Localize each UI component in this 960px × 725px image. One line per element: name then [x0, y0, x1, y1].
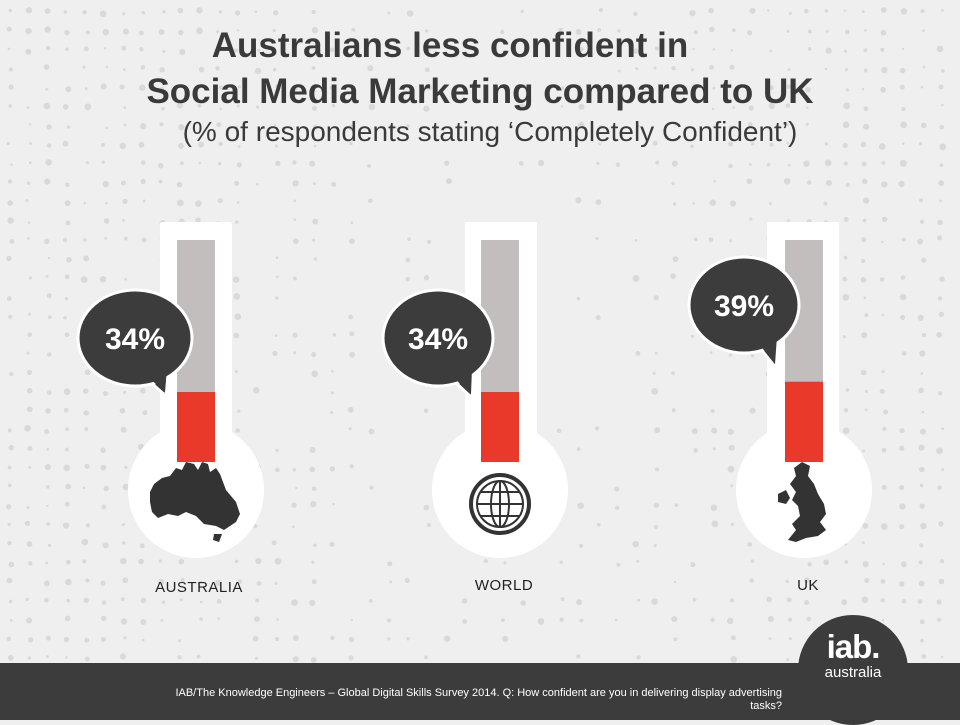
title-line-1: Australians less confident in: [211, 26, 689, 65]
value-label: 34%: [408, 323, 468, 356]
category-label: AUSTRALIA: [155, 579, 243, 596]
thermometer-australia: 34% AUSTRALIA: [76, 222, 264, 596]
category-label: UK: [797, 577, 819, 594]
bar-australia: [177, 392, 215, 462]
uk-map-icon: [778, 462, 826, 542]
subtitle: (% of respondents stating ‘Completely Co…: [182, 116, 798, 147]
iab-australia-logo: iab. australia: [798, 615, 908, 725]
bar-uk: [785, 381, 823, 462]
australia-map-icon: [150, 462, 240, 542]
value-label: 34%: [105, 323, 165, 356]
globe-icon: [469, 473, 531, 535]
bar-world: [481, 392, 519, 462]
logo-sub-text: australia: [824, 664, 882, 681]
value-label: 39%: [714, 290, 774, 323]
thermometer-uk: 39% UK: [687, 222, 872, 594]
speech-bubble: [76, 288, 194, 388]
category-label: WORLD: [475, 577, 533, 594]
speech-bubble: [381, 288, 495, 388]
logo-main-text: iab.: [826, 628, 881, 665]
thermometer-world: 34% WORLD: [381, 222, 568, 594]
speech-bubble: [687, 255, 801, 355]
source-note: IAB/The Knowledge Engineers – Global Dig…: [175, 687, 782, 712]
title-line-2: Social Media Marketing compared to UK: [146, 72, 814, 111]
footer-bar: IAB/The Knowledge Engineers – Global Dig…: [0, 615, 960, 725]
